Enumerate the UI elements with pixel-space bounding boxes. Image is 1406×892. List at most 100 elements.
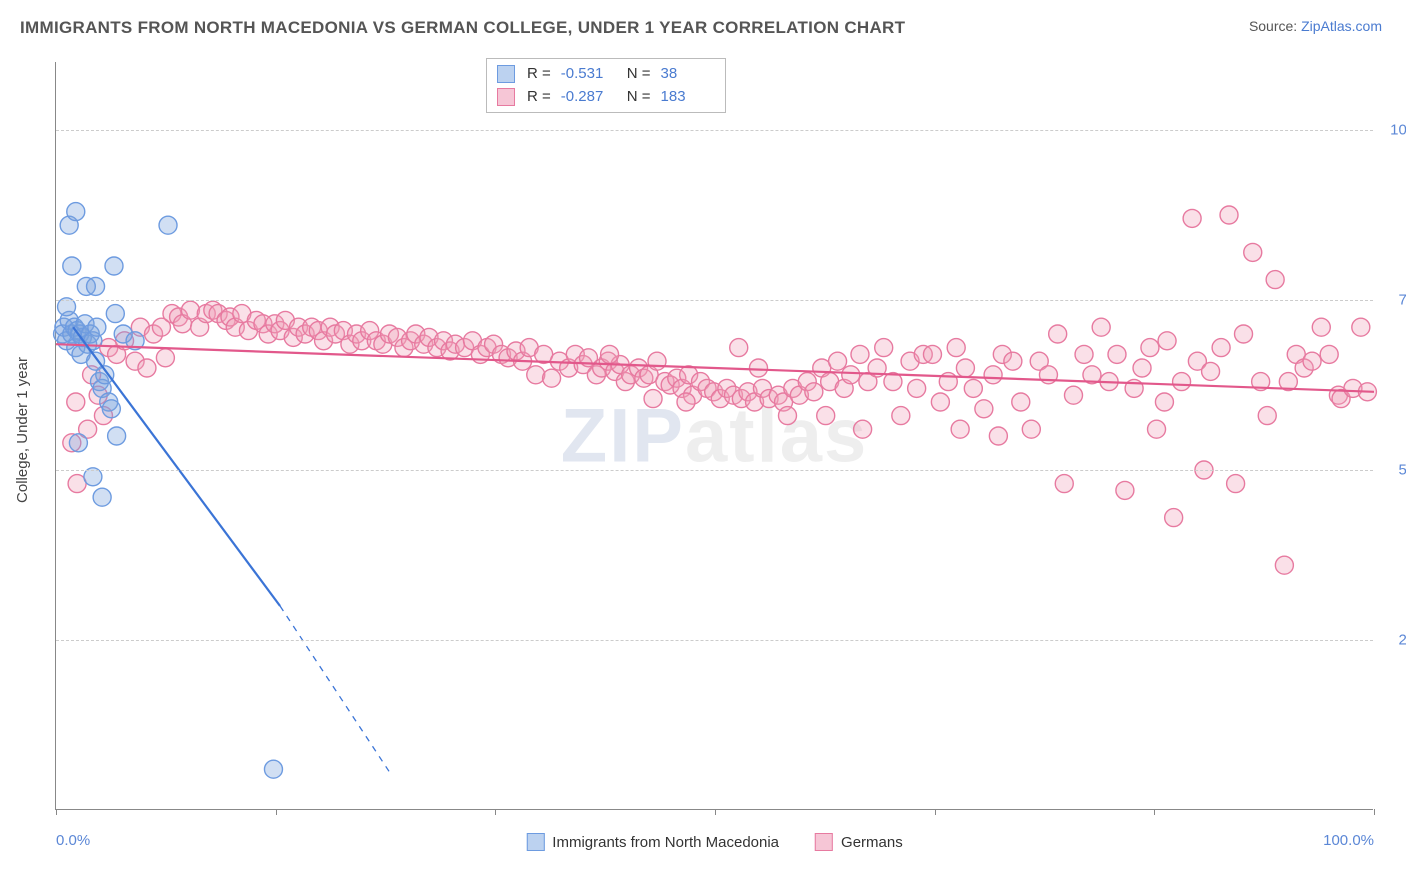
grid-line (56, 470, 1373, 471)
data-point (1116, 481, 1134, 499)
x-tick (495, 809, 496, 815)
data-point (67, 393, 85, 411)
data-point (1227, 475, 1245, 493)
legend-item-1: Germans (815, 833, 903, 851)
y-tick-label: 75.0% (1381, 292, 1406, 309)
data-point (87, 277, 105, 295)
data-point (1133, 359, 1151, 377)
grid-line (56, 300, 1373, 301)
data-point (1055, 475, 1073, 493)
data-point (1320, 345, 1338, 363)
data-point (956, 359, 974, 377)
data-point (264, 760, 282, 778)
data-point (1141, 339, 1159, 357)
data-point (875, 339, 893, 357)
trend-line-macedonia-extrapolated (280, 606, 392, 776)
grid-line (56, 130, 1373, 131)
x-tick (715, 809, 716, 815)
y-tick-label: 25.0% (1381, 632, 1406, 649)
source-attribution: Source: ZipAtlas.com (1249, 18, 1382, 34)
data-point (677, 393, 695, 411)
data-point (527, 366, 545, 384)
trend-line-macedonia (73, 327, 280, 606)
grid-line (56, 640, 1373, 641)
plot-area: ZIPatlas R = -0.531 N = 38 R = -0.287 N … (55, 62, 1373, 810)
data-point (923, 345, 941, 363)
data-point (156, 349, 174, 367)
data-point (854, 420, 872, 438)
data-point (1148, 420, 1166, 438)
data-point (1244, 243, 1262, 261)
data-point (67, 203, 85, 221)
legend-label-0: Immigrants from North Macedonia (552, 834, 779, 851)
chart-title: IMMIGRANTS FROM NORTH MACEDONIA VS GERMA… (20, 18, 905, 38)
chart-svg (56, 62, 1373, 809)
x-tick (1154, 809, 1155, 815)
data-point (951, 420, 969, 438)
data-point (1004, 352, 1022, 370)
data-point (1022, 420, 1040, 438)
data-point (964, 379, 982, 397)
data-point (93, 488, 111, 506)
data-point (88, 318, 106, 336)
y-tick-label: 100.0% (1381, 122, 1406, 139)
data-point (1303, 352, 1321, 370)
x-tick-label: 0.0% (56, 832, 90, 849)
data-point (1275, 556, 1293, 574)
data-point (181, 301, 199, 319)
data-point (138, 359, 156, 377)
x-tick (1374, 809, 1375, 815)
data-point (105, 257, 123, 275)
data-point (1312, 318, 1330, 336)
data-point (69, 434, 87, 452)
data-point (1064, 386, 1082, 404)
legend: Immigrants from North Macedonia Germans (526, 833, 902, 851)
data-point (1183, 209, 1201, 227)
data-point (1352, 318, 1370, 336)
data-point (984, 366, 1002, 384)
data-point (1202, 362, 1220, 380)
data-point (842, 366, 860, 384)
data-point (1012, 393, 1030, 411)
x-tick (56, 809, 57, 815)
legend-swatch-1 (815, 833, 833, 851)
data-point (106, 305, 124, 323)
data-point (63, 257, 81, 275)
data-point (778, 407, 796, 425)
data-point (989, 427, 1007, 445)
y-axis-label: College, Under 1 year (14, 357, 31, 503)
data-point (108, 427, 126, 445)
data-point (1092, 318, 1110, 336)
data-point (947, 339, 965, 357)
data-point (1165, 509, 1183, 527)
data-point (1108, 345, 1126, 363)
data-point (601, 345, 619, 363)
data-point (931, 393, 949, 411)
data-point (1212, 339, 1230, 357)
legend-swatch-0 (526, 833, 544, 851)
source-link[interactable]: ZipAtlas.com (1301, 18, 1382, 34)
data-point (730, 339, 748, 357)
data-point (1049, 325, 1067, 343)
data-point (851, 345, 869, 363)
data-point (805, 383, 823, 401)
data-point (1173, 373, 1191, 391)
data-point (1155, 393, 1173, 411)
data-point (817, 407, 835, 425)
data-point (829, 352, 847, 370)
data-point (102, 400, 120, 418)
legend-label-1: Germans (841, 834, 903, 851)
data-point (1075, 345, 1093, 363)
source-prefix: Source: (1249, 18, 1301, 34)
y-tick-label: 50.0% (1381, 462, 1406, 479)
data-point (1235, 325, 1253, 343)
data-point (1258, 407, 1276, 425)
data-point (1158, 332, 1176, 350)
data-point (644, 390, 662, 408)
legend-item-0: Immigrants from North Macedonia (526, 833, 779, 851)
x-tick (276, 809, 277, 815)
data-point (159, 216, 177, 234)
data-point (749, 359, 767, 377)
data-point (975, 400, 993, 418)
data-point (543, 369, 561, 387)
